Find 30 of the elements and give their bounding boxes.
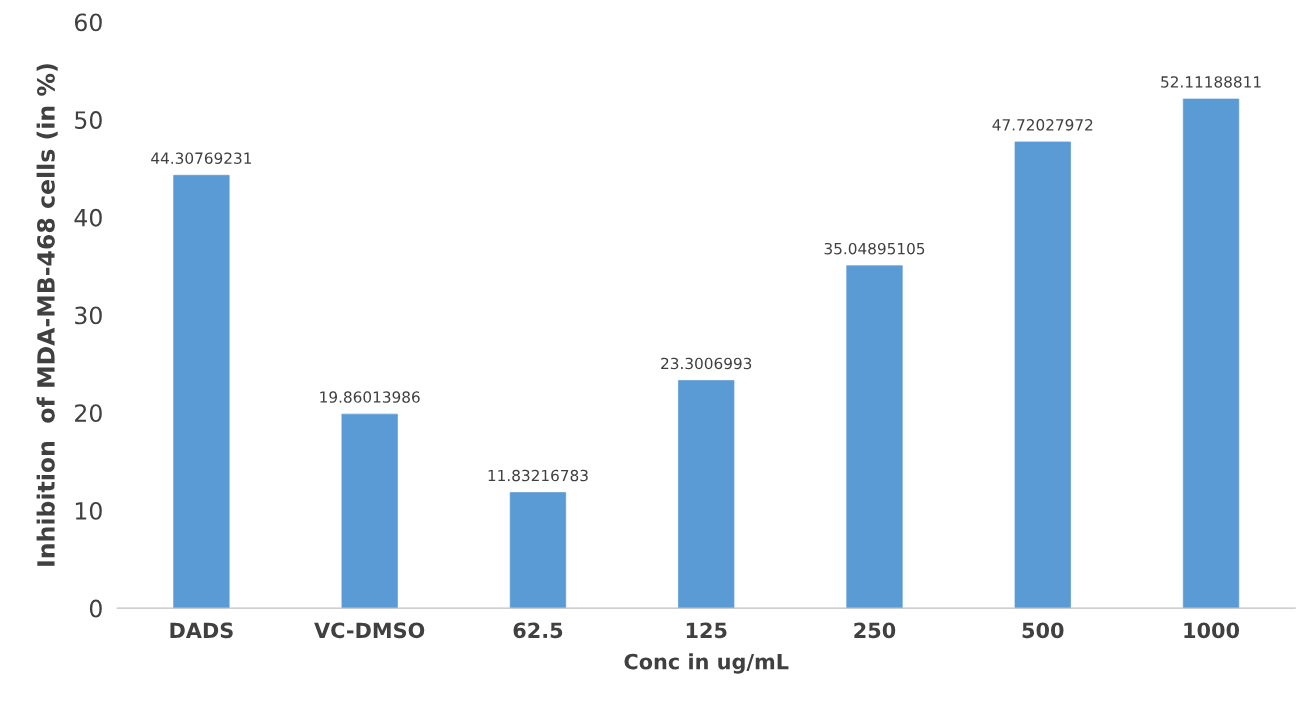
bar (509, 492, 567, 609)
y-tick-label: 10 (75, 501, 102, 520)
y-tick-label: 20 (75, 404, 102, 423)
bar (173, 174, 230, 609)
x-tick-label: 125 (686, 622, 727, 639)
data-label: 47.72027972 (992, 119, 1093, 131)
bar (846, 265, 903, 609)
data-label: 11.83216783 (488, 469, 588, 482)
y-tick-label: 40 (74, 208, 102, 227)
y-tick-label: 0 (89, 599, 102, 618)
y-tick-label: 60 (74, 13, 102, 32)
data-label: 52.11188811 (1161, 76, 1261, 88)
bar (1014, 141, 1071, 609)
x-axis-title: Conc in ug/mL (624, 653, 789, 674)
x-tick-label: 1000 (1184, 622, 1240, 639)
bar (341, 413, 398, 609)
bar (1182, 98, 1240, 609)
y-tick-label: 30 (75, 306, 102, 325)
x-tick-label: VC-DMSO (314, 622, 425, 639)
data-label: 23.3006993 (661, 357, 752, 370)
data-label: 19.86013986 (320, 391, 420, 403)
x-tick-label: 250 (854, 622, 896, 639)
y-tick-label: 50 (75, 111, 102, 129)
y-axis-title: Inhibition of MDA-MB-468 cells (in %) (36, 64, 58, 566)
x-tick-label: DADS (170, 622, 233, 639)
x-tick-label: 500 (1022, 622, 1064, 639)
data-label: 44.30769231 (151, 152, 252, 164)
x-tick-label: 62.5 (513, 622, 563, 639)
data-label: 35.04895105 (824, 242, 925, 255)
bar (678, 380, 735, 609)
